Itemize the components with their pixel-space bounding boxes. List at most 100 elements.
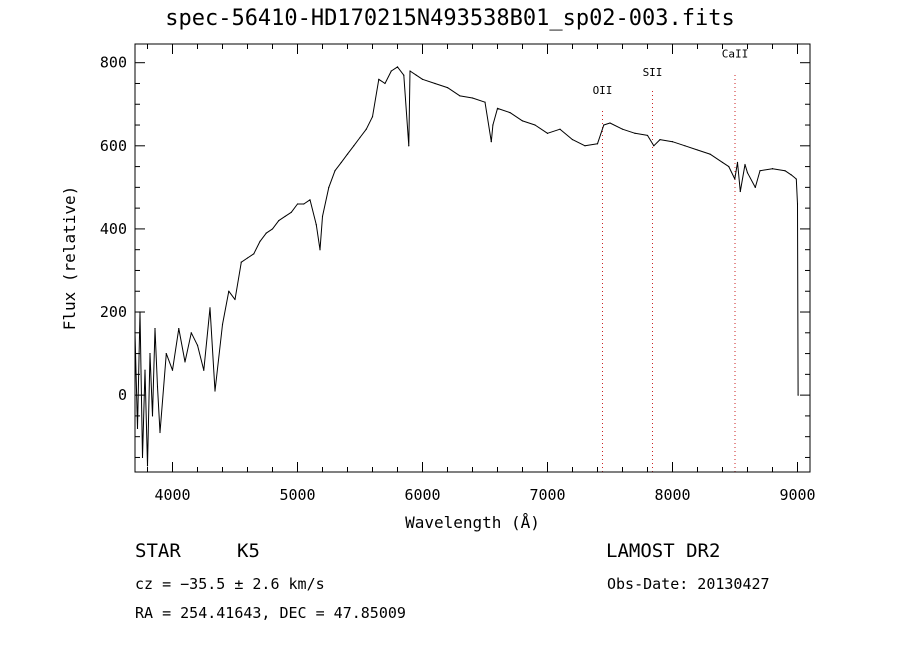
data-point [797, 394, 799, 396]
data-point [315, 224, 317, 226]
data-point [584, 145, 586, 147]
y-axis-label: Flux (relative) [60, 186, 79, 331]
spectrum-data [134, 66, 799, 467]
data-point [771, 168, 774, 170]
y-tick-label: 200 [100, 303, 127, 321]
chart-title: spec-56410-HD170215N493538B01_sp02-003.f… [165, 6, 735, 31]
x-tick-label: 5000 [279, 486, 315, 504]
x-tick-label: 8000 [654, 486, 690, 504]
data-point [246, 257, 249, 259]
data-point [284, 215, 286, 218]
data-point [234, 298, 236, 301]
data-point [146, 465, 149, 467]
data-point [684, 145, 686, 147]
data-point [353, 145, 355, 147]
data-point [154, 328, 156, 330]
data-point [739, 190, 741, 193]
data-point [156, 386, 159, 388]
coordinates: RA = 254.41643, DEC = 47.85009 [135, 604, 406, 622]
data-point [296, 203, 299, 205]
x-axis-label: Wavelength (Å) [405, 513, 540, 532]
observation-date: Obs-Date: 20130427 [607, 575, 770, 593]
marker-label-CaII: CaII [722, 48, 749, 61]
y-tick-label: 0 [118, 386, 127, 404]
data-point [671, 141, 674, 143]
data-point [759, 170, 761, 172]
data-point [696, 149, 699, 151]
data-point [334, 170, 336, 172]
data-point [278, 220, 280, 222]
data-point [634, 132, 636, 134]
data-point [521, 120, 524, 122]
data-point [434, 82, 436, 85]
data-point [259, 240, 261, 242]
data-point [178, 328, 180, 330]
y-tick-label: 600 [100, 137, 127, 155]
y-tick-label: 800 [100, 54, 127, 72]
marker-label-OII: OII [593, 84, 613, 97]
data-point [265, 232, 267, 234]
data-point [136, 427, 139, 429]
data-point [190, 332, 192, 334]
data-point [534, 124, 536, 126]
data-point [446, 87, 449, 89]
data-point [321, 215, 324, 218]
data-point [184, 361, 186, 363]
axes: 4000 5000 6000 7000 8000 9000 0 200 400 600 800 Wav… [60, 43, 816, 532]
data-point [459, 95, 461, 97]
data-point [603, 124, 605, 126]
data-point [171, 369, 174, 371]
data-point [403, 74, 405, 76]
data-point [214, 390, 216, 392]
spectral-subclass: K5 [237, 540, 260, 562]
data-point [609, 122, 611, 124]
data-point [384, 82, 386, 85]
data-point [721, 161, 724, 164]
data-point [492, 124, 494, 126]
data-point [253, 253, 255, 255]
data-point [621, 128, 624, 130]
data-point [151, 415, 154, 417]
data-point [149, 352, 151, 355]
data-point [159, 431, 161, 434]
data-point [744, 163, 746, 166]
data-point [365, 128, 367, 130]
x-tick-label: 4000 [154, 486, 190, 504]
data-point [340, 161, 342, 164]
data-point [790, 174, 792, 176]
data-point [228, 290, 230, 292]
line-markers: OII SII CaII [593, 48, 749, 472]
data-point [290, 211, 292, 213]
data-point [390, 70, 392, 72]
survey-name: LAMOST DR2 [606, 540, 721, 562]
data-point [328, 186, 330, 188]
data-point [165, 352, 167, 355]
data-point [396, 66, 399, 68]
data-point [141, 456, 144, 459]
data-point [209, 307, 211, 309]
data-point [303, 203, 305, 205]
marker-label-SII: SII [643, 66, 663, 79]
data-point [709, 153, 711, 155]
data-point [271, 228, 274, 230]
data-point [490, 141, 492, 143]
data-point [734, 178, 736, 180]
data-point [496, 107, 499, 110]
data-point [409, 70, 411, 72]
plot-frame [134, 43, 811, 473]
data-point [736, 161, 739, 164]
data-point [378, 78, 380, 80]
data-point [359, 136, 361, 139]
data-point [795, 178, 797, 180]
data-point [408, 145, 410, 147]
data-point [509, 111, 511, 114]
data-point [415, 74, 417, 76]
data-point [728, 165, 730, 168]
data-point [571, 138, 574, 141]
data-point [221, 323, 224, 326]
data-point [754, 186, 756, 188]
data-point [653, 145, 655, 147]
x-tick-label: 6000 [404, 486, 440, 504]
data-point [559, 128, 561, 130]
object-type: STAR [135, 540, 181, 562]
